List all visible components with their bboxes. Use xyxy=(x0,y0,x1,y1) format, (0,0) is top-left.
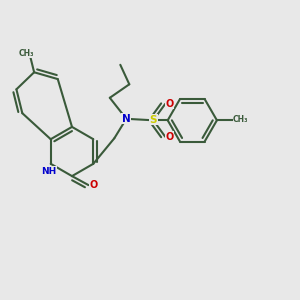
Text: CH₃: CH₃ xyxy=(233,115,248,124)
Text: N: N xyxy=(122,114,131,124)
Text: O: O xyxy=(166,132,174,142)
Text: CH₃: CH₃ xyxy=(19,49,34,58)
Text: S: S xyxy=(150,115,157,125)
Text: O: O xyxy=(90,180,98,190)
Text: NH: NH xyxy=(42,167,57,176)
Text: O: O xyxy=(166,99,174,109)
